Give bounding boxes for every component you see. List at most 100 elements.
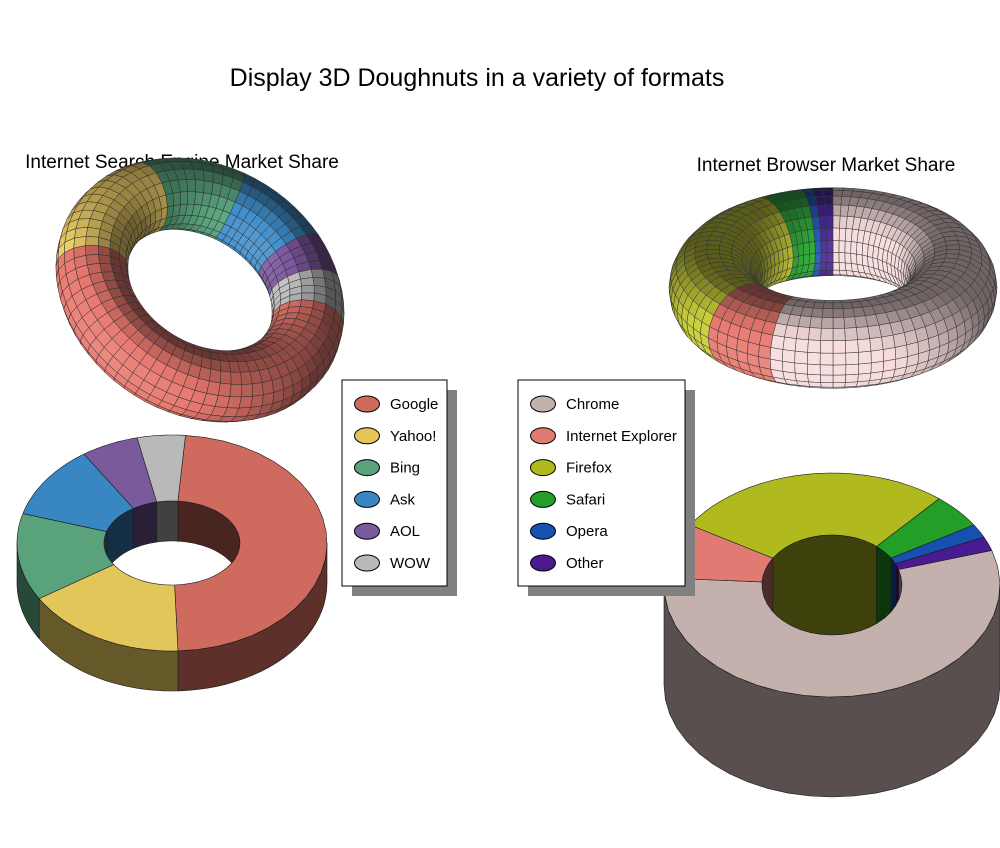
safari-torus-facet <box>797 242 805 257</box>
browser-legend: Chrome Internet Explorer Firefox Safari Oper… <box>517 379 695 596</box>
chrome-torus-facet <box>850 241 858 255</box>
internet-explorer-torus-facet <box>759 332 774 348</box>
chrome-torus-facet <box>820 340 834 354</box>
other-torus-facet <box>820 240 828 254</box>
other-torus-facet <box>823 195 834 206</box>
chrome-torus-facet <box>838 252 846 264</box>
legend-label-bing: Bing <box>390 460 420 477</box>
chrome-torus-facet <box>850 253 858 265</box>
opera-torus-facet <box>814 252 822 264</box>
other-torus-facet <box>825 269 834 275</box>
legend-swatch-wow <box>354 554 380 572</box>
chrome-torus-facet <box>857 338 872 353</box>
legend-swatch-yahoo <box>354 427 380 445</box>
chrome-torus-facet <box>867 324 882 339</box>
chart-title-browser: Internet Browser Market Share <box>697 155 956 176</box>
chrome-torus-facet <box>796 326 810 341</box>
google-torus-facet <box>98 254 112 265</box>
google-torus-facet <box>251 382 264 397</box>
legend-label-internet-explorer: Internet Explorer <box>566 428 677 445</box>
other-slice <box>895 537 993 570</box>
chrome-torus-facet <box>881 334 896 350</box>
chrome-torus-facet <box>858 350 872 365</box>
chrome-torus-facet <box>861 242 869 257</box>
chrome-torus-facet <box>838 240 846 254</box>
legend-swatch-firefox <box>530 459 556 477</box>
chrome-torus-facet <box>782 336 797 352</box>
chrome-torus-facet <box>870 360 884 374</box>
bing-torus-facet <box>195 179 205 193</box>
google-torus-facet <box>241 383 253 398</box>
chrome-torus-facet <box>832 190 844 197</box>
legend-swatch-internet-explorer <box>530 427 556 445</box>
legend-swatch-google <box>354 395 380 413</box>
google-torus-facet <box>209 368 222 384</box>
bing-torus-facet <box>172 191 181 206</box>
chrome-torus-facet <box>819 364 834 376</box>
other-torus-facet <box>819 262 828 271</box>
safari-torus-facet <box>802 242 810 256</box>
other-torus-facet <box>825 215 834 229</box>
other-torus-facet <box>822 190 834 197</box>
chrome-torus-facet <box>832 269 841 275</box>
chrome-torus-facet <box>844 252 852 264</box>
legend-label-yahoo: Yahoo! <box>390 428 436 445</box>
chrome-torus-facet <box>845 373 859 383</box>
chrome-torus-facet <box>944 240 960 246</box>
google-torus-facet <box>229 383 243 398</box>
browser-torus-chart <box>668 187 998 389</box>
chrome-torus-facet <box>820 382 834 388</box>
bing-torus-facet <box>187 191 196 205</box>
legend-box <box>517 379 686 587</box>
chrome-torus-facet <box>844 240 852 254</box>
chrome-torus-facet <box>845 352 859 366</box>
chrome-torus-facet <box>782 349 796 364</box>
legend-label-aol: AOL <box>390 523 420 540</box>
chrome-torus-facet <box>832 308 845 318</box>
google-torus-facet <box>139 352 157 371</box>
chrome-torus-facet <box>832 352 847 366</box>
chrome-torus-facet <box>832 317 845 329</box>
safari-torus-facet <box>808 241 816 255</box>
legend-swatch-bing <box>354 459 380 477</box>
legend-label-ask: Ask <box>390 491 416 508</box>
chrome-torus-facet <box>807 352 821 366</box>
legend-label-firefox: Firefox <box>566 460 612 477</box>
chrome-torus-facet <box>794 338 809 353</box>
chrome-torus-facet <box>838 262 847 271</box>
chrome-torus-facet <box>832 302 844 310</box>
bing-torus-facet <box>203 169 214 183</box>
wow-torus-facet <box>301 285 315 294</box>
chrome-torus-facet <box>845 339 859 354</box>
legend-swatch-ask <box>354 490 380 508</box>
wow-torus-facet <box>301 292 315 301</box>
legend-box <box>341 379 448 587</box>
chrome-torus-facet <box>946 249 960 255</box>
bing-torus-facet <box>166 205 175 219</box>
chrome-torus-facet <box>854 315 869 328</box>
other-torus-facet <box>821 187 834 191</box>
chrome-torus-facet <box>769 347 784 362</box>
chrome-torus-facet <box>812 302 825 309</box>
legend-label-opera: Opera <box>566 523 608 540</box>
legend-label-wow: WOW <box>390 555 431 572</box>
chrome-torus-facet <box>856 326 870 341</box>
legend-label-other: Other <box>566 555 604 572</box>
other-torus-facet <box>826 262 834 271</box>
chrome-torus-facet <box>832 227 840 241</box>
bing-torus-facet <box>180 191 189 205</box>
yahoo-torus-facet <box>85 236 99 246</box>
wow-torus-facet <box>310 269 325 279</box>
legend-label-safari: Safari <box>566 491 605 508</box>
page-title: Display 3D Doughnuts in a variety of for… <box>230 64 725 92</box>
other-torus-facet <box>824 204 834 217</box>
chrome-torus-facet <box>823 300 834 304</box>
other-torus-facet <box>819 227 828 242</box>
chrome-torus-facet <box>807 339 821 354</box>
chrome-torus-facet <box>832 240 840 253</box>
chrome-torus-facet <box>946 244 960 250</box>
chrome-torus-facet <box>832 195 843 206</box>
chrome-torus-facet <box>832 300 843 304</box>
chrome-torus-facet <box>832 215 841 229</box>
chrome-torus-facet <box>822 302 834 310</box>
